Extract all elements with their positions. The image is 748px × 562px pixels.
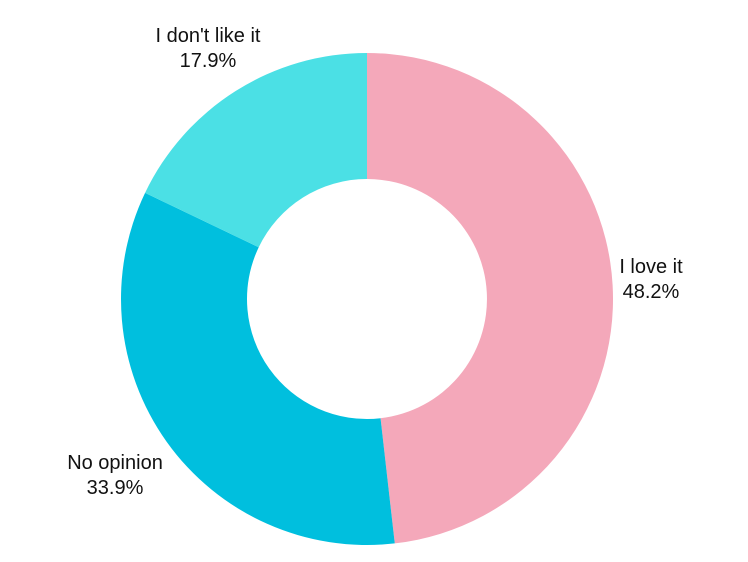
slice-label-no-opinion: No opinion 33.9%	[67, 451, 163, 501]
slice-label-text: I don't like it	[155, 25, 261, 47]
slice-label-i-love-it: I love it 48.2%	[619, 255, 682, 305]
slice-label-text: I love it	[619, 256, 683, 278]
slice-label-text: No opinion	[67, 452, 163, 474]
slice-label-percent: 33.9%	[86, 477, 144, 499]
donut-segment-no-opinion	[121, 192, 395, 546]
slice-label-percent: 17.9%	[179, 50, 237, 72]
donut-segment-i-love-it	[367, 53, 614, 544]
slice-label-percent: 48.2%	[622, 281, 680, 303]
slice-label-i-dont-like-it: I don't like it 17.9%	[156, 24, 261, 74]
donut-segment-i-dont-like-it	[145, 53, 367, 248]
